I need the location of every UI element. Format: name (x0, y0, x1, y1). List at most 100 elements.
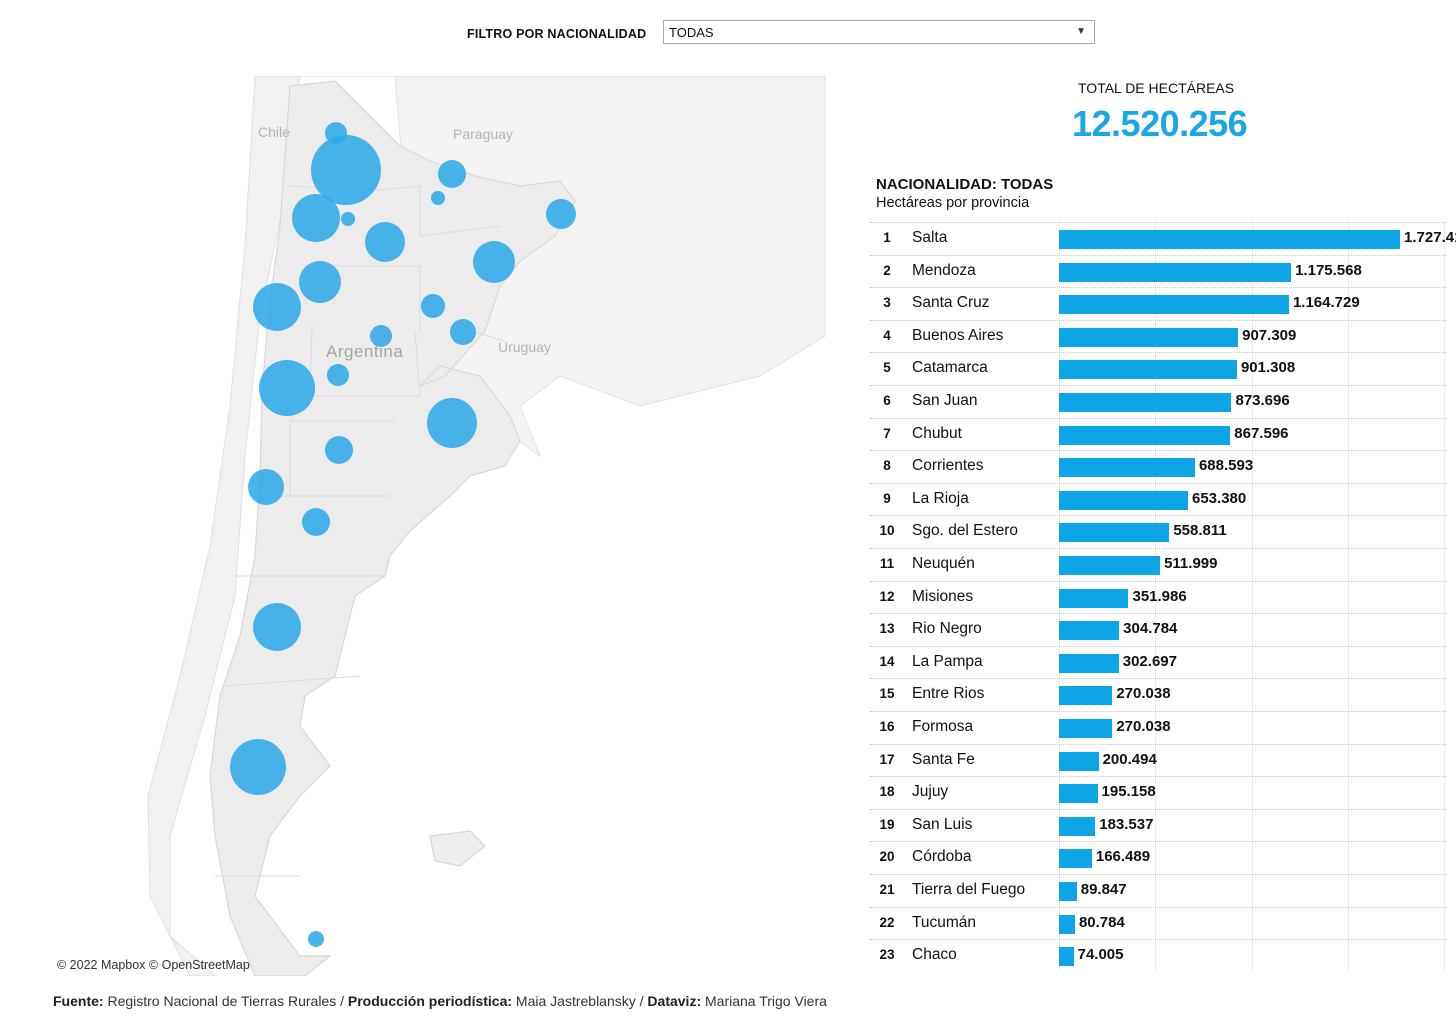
total-value: 12.520.256 (1072, 103, 1248, 144)
row-province-name: Catamarca (912, 359, 988, 377)
bar[interactable] (1059, 914, 1075, 934)
table-row: 4 Buenos Aires 907.309 (870, 319, 1446, 353)
bubble-cordoba (370, 325, 392, 347)
bar[interactable] (1059, 393, 1232, 412)
bar[interactable] (1059, 327, 1239, 347)
row-rank: 21 (879, 882, 895, 897)
bubble-mendoza (259, 360, 315, 416)
bar[interactable] (1059, 556, 1161, 575)
map[interactable]: Chile Paraguay Argentina Uruguay (0, 76, 830, 976)
bar-value-label: 183.537 (1099, 815, 1154, 833)
bar-value-label: 80.784 (1078, 913, 1125, 931)
filter-label: FILTRO POR NACIONALIDAD (467, 27, 647, 41)
bar[interactable] (1059, 719, 1113, 738)
bubble-neuquen (248, 469, 284, 505)
bar[interactable] (1059, 751, 1099, 771)
row-province-name: La Rioja (912, 489, 969, 507)
table-row: 10 Sgo. del Estero 558.811 (870, 515, 1446, 548)
nationality-filter-select[interactable]: TODAS ▼ (663, 20, 1095, 44)
row-rank: 15 (879, 686, 895, 702)
bubble-santa-fe (421, 294, 445, 318)
bubble-catamarca (292, 194, 340, 242)
bubble-san-luis (327, 364, 349, 386)
footer-dataviz: Mariana Trigo Viera (701, 993, 827, 1009)
bar[interactable] (1059, 947, 1074, 967)
bar[interactable] (1059, 458, 1195, 478)
row-province-name: Mendoza (912, 261, 976, 279)
bar-value-label: 89.847 (1080, 881, 1127, 898)
row-province-name: Tierra del Fuego (912, 881, 1026, 898)
row-province-name: Chaco (912, 946, 957, 964)
row-province-name: Corrientes (912, 457, 984, 475)
map-canvas (147, 76, 826, 976)
row-rank: 8 (883, 458, 891, 474)
row-province-name: La Pampa (912, 652, 983, 670)
map-label-uruguay: Uruguay (498, 339, 551, 355)
footer-credits: Fuente: Registro Nacional de Tierras Rur… (53, 993, 827, 1009)
bar[interactable] (1059, 686, 1113, 706)
bar[interactable] (1059, 490, 1188, 510)
bar-value-label: 901.308 (1240, 359, 1296, 377)
bar-value-label: 1.164.729 (1292, 294, 1360, 312)
table-row: 18 Jujuy 195.158 (870, 776, 1446, 809)
table-row: 7 Chubut 867.596 (870, 417, 1446, 451)
row-rank: 5 (883, 360, 891, 376)
bar[interactable] (1059, 295, 1289, 315)
row-province-name: Chubut (912, 424, 962, 442)
chart-subtitle: Hectáreas por provincia (876, 195, 1030, 211)
row-province-name: Salta (912, 229, 948, 246)
bar[interactable] (1059, 816, 1096, 836)
row-province-name: Jujuy (912, 783, 949, 801)
row-rank: 6 (883, 393, 891, 408)
row-rank: 11 (879, 556, 895, 571)
table-row: 1 Salta 1.727.411 (870, 222, 1456, 255)
bar-value-label: 558.811 (1173, 522, 1227, 540)
bubble-san-juan (253, 283, 301, 331)
table-row: 20 Córdoba 166.489 (870, 841, 1446, 874)
bubble-formosa (438, 160, 466, 188)
table-row: 11 Neuquén 511.999 (870, 548, 1446, 581)
table-row: 19 San Luis 183.537 (870, 808, 1446, 842)
grid-line (1251, 222, 1253, 972)
table-row: 9 La Rioja 653.380 (870, 482, 1446, 516)
bar-value-label: 1.727.411 (1404, 229, 1456, 246)
table-row: 14 La Pampa 302.697 (870, 645, 1446, 679)
bar[interactable] (1059, 230, 1401, 249)
row-province-name: Misiones (912, 587, 974, 605)
bubble-misiones (546, 199, 576, 229)
row-province-name: Santa Cruz (912, 294, 990, 312)
bar-value-label: 653.380 (1192, 489, 1247, 507)
bubble-rio-negro (302, 508, 330, 536)
bar[interactable] (1059, 621, 1120, 641)
filter-selected-value: TODAS (669, 25, 714, 40)
map-attribution[interactable]: © 2022 Mapbox © OpenStreetMap (57, 958, 250, 972)
bar-value-label: 873.696 (1235, 392, 1290, 409)
grid-line (1155, 222, 1157, 972)
row-province-name: Santa Fe (912, 750, 975, 768)
bar[interactable] (1059, 653, 1119, 673)
bar-value-label: 270.038 (1116, 685, 1171, 703)
bubble-sgo-estero (365, 222, 405, 262)
bubble-chaco (431, 191, 445, 205)
bubble-santa-cruz (230, 739, 286, 795)
province-bar-chart: 1 Salta 1.727.411 2 Mendoza 1.175.568 3 Santa C… (870, 222, 1456, 972)
bubble-la-rioja (299, 261, 341, 303)
bar[interactable] (1059, 360, 1237, 380)
row-rank: 3 (883, 295, 891, 311)
row-rank: 14 (879, 653, 895, 669)
row-rank: 7 (883, 425, 891, 441)
row-province-name: Formosa (912, 718, 974, 735)
bar[interactable] (1059, 784, 1098, 804)
bar[interactable] (1059, 425, 1231, 445)
bar-value-label: 1.175.568 (1295, 261, 1362, 279)
bar-value-label: 302.697 (1122, 652, 1177, 670)
bar[interactable] (1059, 523, 1170, 543)
bar-value-label: 304.784 (1123, 620, 1178, 638)
bar[interactable] (1059, 849, 1092, 869)
bar[interactable] (1059, 588, 1129, 608)
bar[interactable] (1059, 882, 1077, 901)
table-row: 13 Rio Negro 304.784 (870, 613, 1446, 646)
bar[interactable] (1059, 262, 1292, 282)
dropdown-caret-icon[interactable]: ▼ (1076, 26, 1086, 37)
row-rank: 10 (879, 523, 895, 539)
